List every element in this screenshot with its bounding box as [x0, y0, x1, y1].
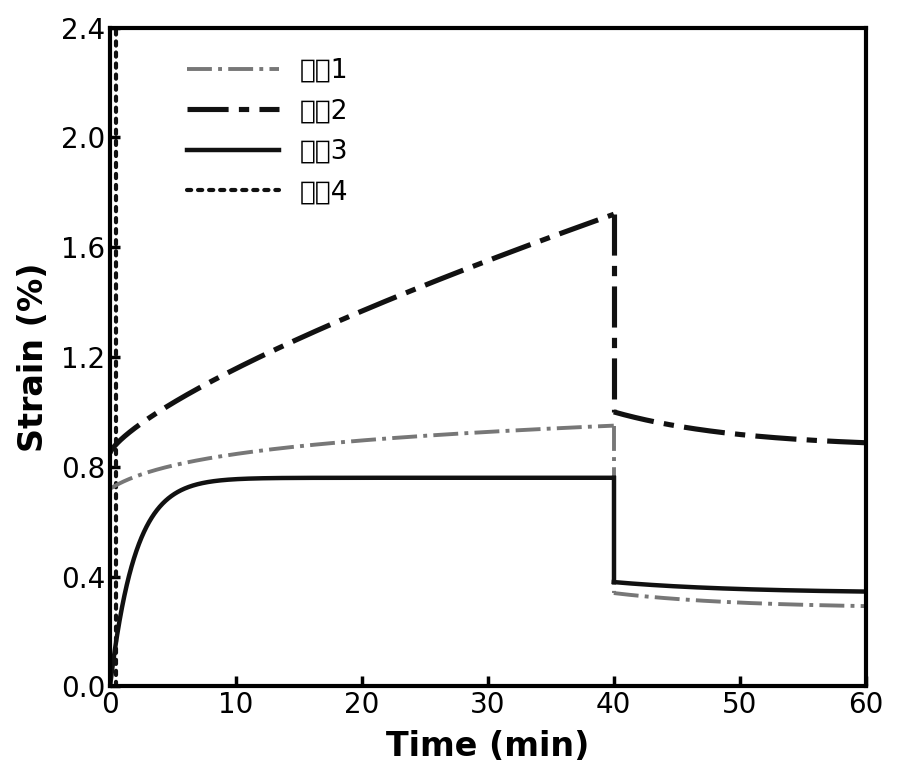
样哈3 — [316, 473, 327, 483]
样哈3 — [568, 473, 579, 483]
样哈1 — [104, 484, 115, 494]
样哈3 — [608, 473, 619, 483]
样哈2 — [316, 324, 327, 333]
样哈2 — [593, 215, 604, 225]
Line: 样哈1: 样哈1 — [110, 426, 614, 489]
样哈3 — [320, 473, 331, 483]
样哈2 — [471, 261, 482, 270]
样哈1 — [471, 428, 482, 438]
X-axis label: Time (min): Time (min) — [386, 730, 590, 764]
样哈3 — [593, 473, 604, 483]
Line: 样哈2: 样哈2 — [110, 215, 614, 453]
样哈3 — [471, 473, 482, 483]
样哈2 — [344, 312, 355, 321]
Line: 样哈3: 样哈3 — [110, 478, 614, 686]
样哈1 — [608, 421, 619, 431]
样哈2 — [320, 322, 331, 332]
Legend: 样哈1, 样哈2, 样哈3, 样哈4: 样哈1, 样哈2, 样哈3, 样哈4 — [176, 48, 359, 216]
样哈1 — [320, 439, 331, 448]
样哈1 — [316, 439, 327, 448]
样哈2 — [608, 210, 619, 219]
样哈3 — [344, 473, 355, 483]
样哈2 — [104, 448, 115, 458]
样哈1 — [568, 423, 579, 432]
样哈1 — [344, 437, 355, 446]
样哈3 — [104, 682, 115, 691]
样哈1 — [593, 422, 604, 431]
Y-axis label: Strain (%): Strain (%) — [17, 262, 50, 452]
样哈2 — [568, 224, 579, 233]
